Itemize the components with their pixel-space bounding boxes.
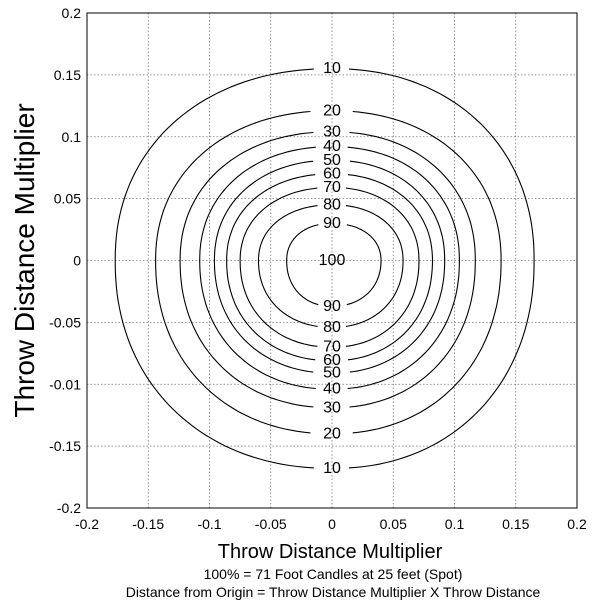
- y-tick-label: -0.15: [49, 438, 81, 454]
- contour-label-top-70: 70: [323, 179, 341, 196]
- contour-20: [155, 110, 502, 434]
- y-tick-label: -0.2: [57, 500, 81, 516]
- contour-label-top-90: 90: [323, 215, 341, 232]
- contour-label-top-80: 80: [323, 196, 341, 213]
- y-tick-label: 0.2: [62, 5, 82, 21]
- contour-70: [239, 187, 420, 347]
- x-tick-label: 0.05: [380, 516, 407, 532]
- y-tick-label: -0.05: [49, 314, 81, 330]
- contour-label-bottom-90: 90: [323, 298, 341, 315]
- contour-50: [213, 160, 446, 373]
- contour-label-bottom-40: 40: [323, 381, 341, 398]
- x-tick-label: 0: [328, 516, 336, 532]
- note-distance: Distance from Origin = Throw Distance Mu…: [126, 584, 541, 600]
- contour-80: [257, 205, 404, 327]
- contour-label-bottom-60: 60: [323, 352, 341, 369]
- y-tick-label: -0.01: [49, 376, 81, 392]
- y-tick-label: 0.1: [62, 129, 82, 145]
- x-tick-label: 0.2: [567, 516, 587, 532]
- contour-90: [286, 224, 382, 306]
- x-tick-label: -0.15: [132, 516, 164, 532]
- x-tick-labels: -0.2 -0.15 -0.1 -0.05 0 0.05 0.1 0.15 0.2: [75, 516, 587, 532]
- note-candles: 100% = 71 Foot Candles at 25 feet (Spot): [204, 566, 463, 582]
- contour-label-bottom-70: 70: [323, 339, 341, 356]
- grid: [87, 13, 577, 508]
- contour-label-bottom-80: 80: [323, 319, 341, 336]
- x-tick-label: 0.15: [502, 516, 529, 532]
- x-tick-label: -0.05: [255, 516, 287, 532]
- x-tick-label: 0.1: [445, 516, 465, 532]
- x-tick-label: -0.1: [197, 516, 221, 532]
- y-tick-label: 0: [73, 253, 81, 269]
- contour-label-top-50: 50: [323, 152, 341, 169]
- contour-label-bottom-30: 30: [323, 399, 341, 416]
- contour-label-top-30: 30: [323, 123, 341, 140]
- y-tick-label: 0.05: [54, 191, 81, 207]
- contour-label-top-40: 40: [323, 138, 341, 155]
- contour-30: [179, 131, 476, 408]
- plot-frame: [86, 12, 578, 509]
- y-axis-title: Throw Distance Multiplier: [9, 103, 40, 417]
- contours: [114, 68, 535, 469]
- contour-label-bottom-20: 20: [323, 425, 341, 442]
- contour-label-top-10: 10: [323, 60, 341, 77]
- contour-10: [114, 68, 535, 469]
- contour-label-top-60: 60: [323, 165, 341, 182]
- y-tick-labels: -0.2 -0.15 -0.01 -0.05 0 0.05 0.1 0.15 0.2: [49, 5, 81, 516]
- center-label: 100: [319, 252, 346, 269]
- x-axis-title: Throw Distance Multiplier: [218, 541, 443, 563]
- contour-60: [226, 174, 434, 361]
- y-tick-label: 0.15: [54, 67, 81, 83]
- x-tick-label: -0.2: [75, 516, 99, 532]
- contour-label-bottom-50: 50: [323, 365, 341, 382]
- contour-label-bottom-10: 10: [323, 460, 341, 477]
- contour-40: [199, 146, 460, 390]
- contour-label-top-20: 20: [323, 102, 341, 119]
